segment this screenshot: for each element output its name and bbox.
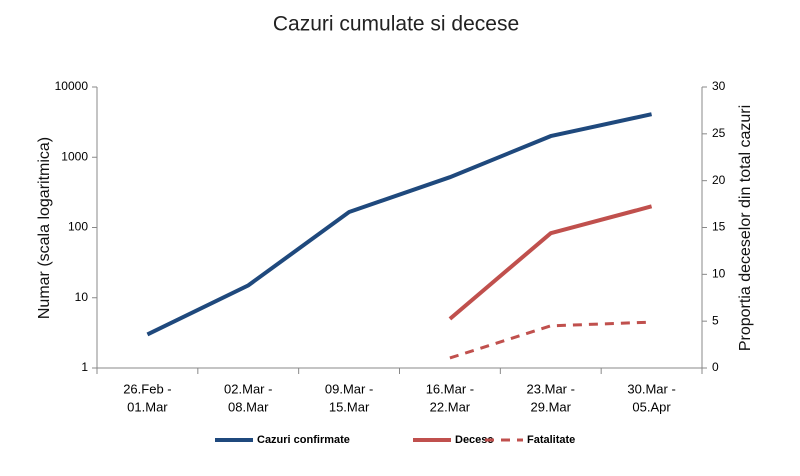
y-tick-label: 1000 xyxy=(61,149,88,163)
x-tick-label: 08.Mar xyxy=(228,399,269,414)
x-tick-label: 26.Feb - xyxy=(123,381,171,396)
axes xyxy=(96,87,703,369)
x-tick-label: 22.Mar xyxy=(430,399,471,414)
series-line xyxy=(449,320,652,360)
x-tick-label: 30.Mar - xyxy=(627,381,675,396)
y-axis-label: Numar (scala logaritmica) xyxy=(36,137,53,319)
y2-tick-label: 20 xyxy=(712,173,726,187)
y2-tick-label: 30 xyxy=(712,79,726,93)
x-tick-label: 02.Mar - xyxy=(224,381,272,396)
x-tick-label: 09.Mar - xyxy=(325,381,373,396)
y-tick-label: 100 xyxy=(68,220,88,234)
y2-axis-label: Proportia deceselor din total cazuri xyxy=(737,105,754,351)
y2-tick-label: 10 xyxy=(712,267,726,281)
x-tick-label: 23.Mar - xyxy=(527,381,575,396)
x-tick-label: 29.Mar xyxy=(531,399,572,414)
y2-tick-label: 5 xyxy=(712,313,719,327)
y2-tick-label: 0 xyxy=(712,360,719,374)
series-line xyxy=(146,112,653,337)
y-tick-label: 10 xyxy=(75,290,89,304)
series-line xyxy=(448,204,653,321)
legend-label: Cazuri confirmate xyxy=(257,434,350,446)
legend-label: Fatalitate xyxy=(527,434,575,446)
x-tick-label: 01.Mar xyxy=(127,399,168,414)
x-tick-label: 15.Mar xyxy=(329,399,370,414)
y-tick-label: 10000 xyxy=(55,79,89,93)
y2-tick-label: 15 xyxy=(712,220,726,234)
y2-tick-label: 25 xyxy=(712,126,726,140)
y-tick-label: 1 xyxy=(81,360,88,374)
legend-label: Decese xyxy=(455,434,494,446)
chart-title: Cazuri cumulate si decese xyxy=(273,13,519,36)
x-tick-label: 16.Mar - xyxy=(426,381,474,396)
x-tick-label: 05.Apr xyxy=(632,399,671,414)
